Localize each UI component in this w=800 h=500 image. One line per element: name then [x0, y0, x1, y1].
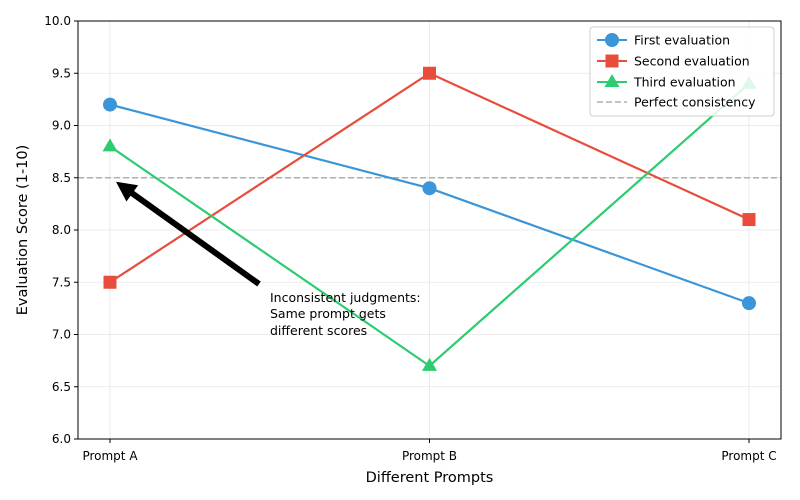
legend-marker-third-evaluation: [604, 74, 620, 87]
y-axis-label: Evaluation Score (1-10): [15, 145, 31, 316]
legend-label-second-evaluation: Second evaluation: [634, 54, 750, 69]
x-axis-label: Different Prompts: [366, 470, 494, 486]
point-first-evaluation-prompt-b: [422, 181, 437, 196]
x-axis: Prompt A Prompt B Prompt C: [82, 439, 777, 463]
x-tick-label-prompt-b: Prompt B: [402, 449, 457, 463]
legend-label-perfect-consistency: Perfect consistency: [634, 95, 756, 110]
annotation: Inconsistent judgments: Same prompt gets…: [116, 181, 421, 338]
y-axis: 6.0 6.5 7.0 7.5 8.0 8.5 9.0 9.5 10.0: [44, 14, 78, 446]
annotation-line-3: different scores: [270, 323, 367, 338]
series-first-evaluation: [103, 97, 756, 311]
y-tick-label: 8.5: [52, 171, 71, 185]
point-second-evaluation-prompt-b: [423, 66, 436, 80]
point-third-evaluation-prompt-b: [422, 357, 437, 371]
y-tick-label: 8.0: [52, 223, 71, 237]
point-second-evaluation-prompt-a: [103, 275, 117, 289]
legend-marker-first-evaluation: [605, 33, 619, 47]
y-tick-label: 7.0: [52, 328, 71, 342]
annotation-arrow: [128, 189, 261, 287]
y-tick-label: 10.0: [44, 14, 71, 28]
annotation-arrow-head: [116, 181, 139, 202]
legend-box: [589, 26, 775, 117]
y-tick-label: 9.0: [52, 119, 71, 133]
legend: First evaluation Second evaluation Third…: [589, 26, 775, 117]
legend-marker-second-evaluation: [605, 54, 619, 68]
y-tick-label: 9.5: [52, 66, 71, 80]
point-second-evaluation-prompt-c: [742, 213, 756, 227]
point-first-evaluation-prompt-c: [742, 296, 756, 311]
point-first-evaluation-prompt-a: [103, 97, 117, 112]
series-layer: [102, 66, 757, 371]
y-tick-label: 7.5: [52, 275, 71, 289]
annotation-line-2: Same prompt gets: [270, 306, 386, 321]
x-tick-label-prompt-c: Prompt C: [721, 449, 776, 463]
point-third-evaluation-prompt-a: [102, 138, 118, 152]
legend-label-first-evaluation: First evaluation: [634, 33, 730, 48]
legend-label-third-evaluation: Third evaluation: [633, 75, 736, 90]
annotation-line-1: Inconsistent judgments:: [270, 290, 421, 305]
y-tick-label: 6.0: [52, 432, 71, 446]
x-tick-label-prompt-a: Prompt A: [82, 449, 138, 463]
series-second-evaluation: [103, 66, 756, 289]
y-tick-label: 6.5: [52, 380, 71, 394]
